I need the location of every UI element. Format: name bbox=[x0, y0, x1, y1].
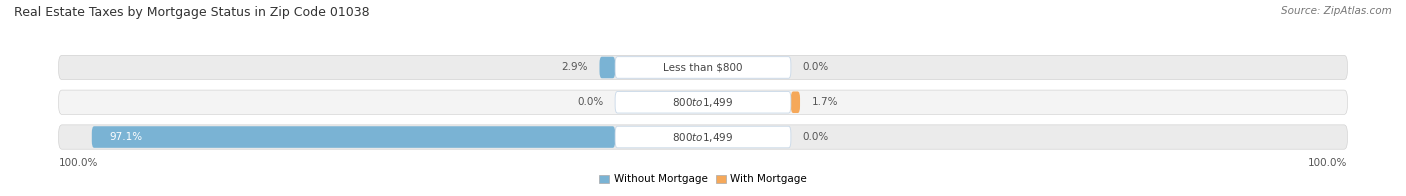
Legend: Without Mortgage, With Mortgage: Without Mortgage, With Mortgage bbox=[595, 170, 811, 189]
FancyBboxPatch shape bbox=[59, 55, 1347, 80]
Text: 100.0%: 100.0% bbox=[1308, 158, 1347, 168]
Text: Less than $800: Less than $800 bbox=[664, 63, 742, 73]
FancyBboxPatch shape bbox=[91, 126, 616, 148]
Text: 2.9%: 2.9% bbox=[561, 63, 588, 73]
Text: 0.0%: 0.0% bbox=[803, 132, 830, 142]
FancyBboxPatch shape bbox=[616, 92, 790, 113]
FancyBboxPatch shape bbox=[616, 126, 790, 148]
FancyBboxPatch shape bbox=[790, 92, 800, 113]
Text: 1.7%: 1.7% bbox=[811, 97, 838, 107]
FancyBboxPatch shape bbox=[616, 57, 790, 78]
Text: $800 to $1,499: $800 to $1,499 bbox=[672, 131, 734, 143]
FancyBboxPatch shape bbox=[59, 125, 1347, 149]
FancyBboxPatch shape bbox=[59, 90, 1347, 114]
FancyBboxPatch shape bbox=[599, 57, 616, 78]
Text: 100.0%: 100.0% bbox=[59, 158, 98, 168]
Text: 0.0%: 0.0% bbox=[576, 97, 603, 107]
Text: $800 to $1,499: $800 to $1,499 bbox=[672, 96, 734, 109]
Text: Real Estate Taxes by Mortgage Status in Zip Code 01038: Real Estate Taxes by Mortgage Status in … bbox=[14, 6, 370, 19]
Text: 0.0%: 0.0% bbox=[803, 63, 830, 73]
Text: 97.1%: 97.1% bbox=[110, 132, 142, 142]
Text: Source: ZipAtlas.com: Source: ZipAtlas.com bbox=[1281, 6, 1392, 16]
